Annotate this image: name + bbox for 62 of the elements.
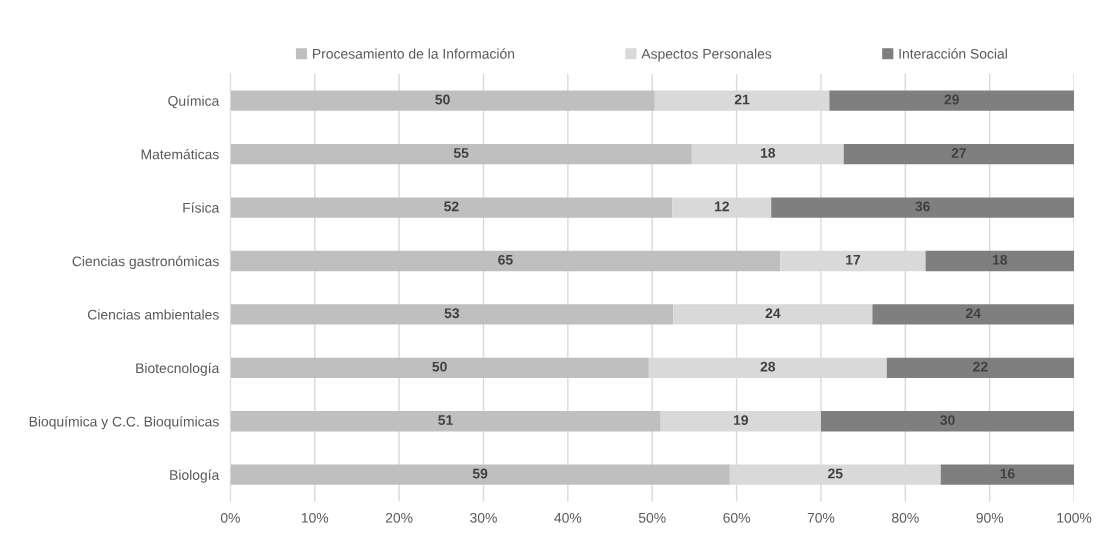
data-label: 50 [432, 361, 447, 372]
y-tick-label: Biología [170, 469, 220, 483]
y-tick-label: Física [183, 202, 220, 213]
bar [230, 357, 649, 378]
bar [940, 464, 1075, 485]
bar [230, 90, 655, 111]
x-tick-label: 10% [301, 512, 329, 523]
data-label: 22 [973, 361, 988, 372]
bar [230, 411, 661, 432]
y-tick-label: Ciencias gastronómicas [72, 255, 219, 269]
x-tick-label: 80% [892, 512, 919, 523]
x-tick-label: 60% [723, 512, 750, 523]
data-label: 18 [992, 254, 1008, 265]
y-tick-label: Química [168, 95, 220, 109]
data-label: 65 [498, 254, 513, 265]
x-tick-label: 0% [220, 512, 240, 523]
data-label: 17 [846, 255, 861, 265]
x-tick-label: 30% [470, 512, 497, 523]
x-tick-label: 90% [976, 512, 1004, 523]
legend-label: Aspectos Personales [641, 48, 772, 62]
data-label: 16 [1000, 468, 1015, 479]
bar [230, 304, 674, 325]
data-label: 53 [444, 308, 460, 319]
data-label: 50 [435, 94, 450, 105]
y-tick-label: Matemáticas [141, 148, 219, 160]
data-label: 55 [453, 148, 469, 158]
legend-label: Procesamiento de la Información [313, 48, 515, 59]
x-tick-label: 100% [1057, 512, 1092, 523]
x-tick-label: 50% [638, 512, 666, 523]
data-label: 18 [760, 148, 776, 158]
data-label: 12 [714, 201, 729, 212]
bar [820, 411, 1075, 432]
data-label: 28 [760, 361, 776, 372]
data-label: 27 [951, 148, 966, 158]
data-label: 24 [965, 308, 981, 319]
data-label: 29 [944, 94, 959, 105]
data-label: 59 [472, 468, 488, 479]
data-label: 24 [765, 308, 781, 319]
bar [886, 357, 1075, 378]
bar [829, 90, 1075, 111]
y-tick-label: Bioquímica y C.C. Bioquímicas [29, 416, 219, 430]
bar [230, 143, 692, 165]
data-label: 25 [828, 468, 843, 479]
y-tick-label: Biotecnología [136, 362, 220, 376]
data-label: 30 [940, 415, 955, 426]
data-label: 36 [915, 201, 930, 212]
x-tick-label: 20% [385, 512, 413, 523]
data-label: 21 [734, 94, 750, 105]
bar [230, 250, 781, 272]
x-tick-label: 70% [807, 512, 835, 523]
bar [771, 197, 1075, 218]
bar [843, 143, 1075, 165]
legend-label: Interacción Social [899, 48, 1007, 59]
y-tick-label: Ciencias ambientales [87, 309, 219, 320]
data-label: 52 [444, 201, 459, 212]
bar [872, 304, 1075, 325]
data-label: 19 [733, 415, 749, 425]
bar [925, 250, 1075, 272]
data-label: 51 [438, 415, 453, 425]
bar [230, 197, 673, 218]
x-tick-label: 40% [554, 512, 582, 523]
bar [230, 464, 730, 485]
